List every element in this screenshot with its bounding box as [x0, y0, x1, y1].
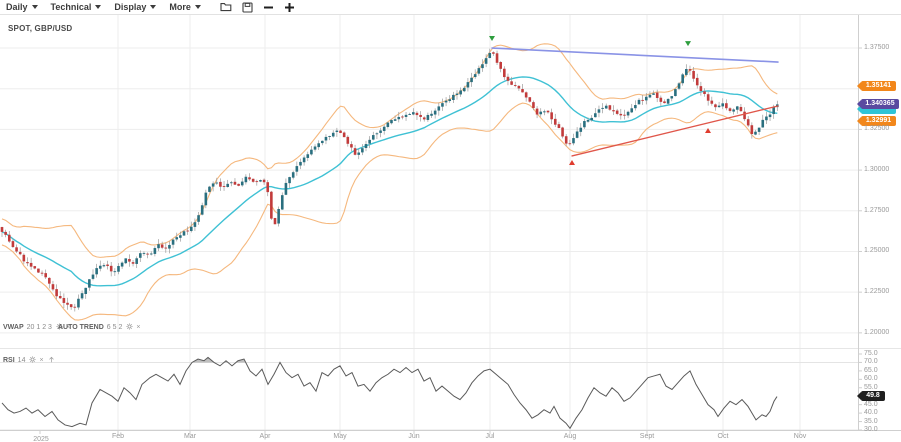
- close-icon[interactable]: ×: [136, 324, 141, 331]
- auto-trend-name: AUTO TREND: [58, 324, 104, 331]
- chevron-down-icon: [31, 5, 38, 9]
- vwap-name: VWAP: [3, 324, 24, 331]
- open-folder-icon[interactable]: [220, 1, 233, 13]
- rsi-indicator-label: RSI 14 ×: [3, 356, 55, 364]
- chevron-down-icon: [95, 5, 102, 9]
- menu-technical-label: Technical: [50, 2, 92, 12]
- toolbar: Daily Technical Display More: [0, 0, 901, 15]
- save-icon[interactable]: [241, 1, 254, 13]
- rsi-params: 14: [17, 357, 26, 364]
- zoom-in-icon[interactable]: [283, 1, 296, 13]
- menu-daily-label: Daily: [6, 2, 28, 12]
- vwap-indicator-label: VWAP 20 1 2 3 ×: [3, 323, 70, 331]
- gear-icon[interactable]: [56, 323, 63, 330]
- chevron-down-icon: [150, 5, 157, 9]
- zoom-out-icon[interactable]: [262, 1, 275, 13]
- move-pane-up-icon[interactable]: [48, 356, 55, 363]
- menu-technical[interactable]: Technical: [51, 2, 102, 12]
- menu-more[interactable]: More: [169, 2, 201, 12]
- menu-display-label: Display: [114, 2, 147, 12]
- close-icon[interactable]: ×: [39, 357, 44, 364]
- menu-more-label: More: [169, 2, 191, 12]
- auto-trend-params: 6 5 2: [106, 324, 123, 331]
- chevron-down-icon: [194, 5, 201, 9]
- menu-display[interactable]: Display: [114, 2, 157, 12]
- vwap-params: 20 1 2 3: [26, 324, 52, 331]
- auto-trend-indicator-label: AUTO TREND 6 5 2 ×: [58, 323, 140, 331]
- close-icon[interactable]: ×: [65, 324, 71, 331]
- menu-daily[interactable]: Daily: [6, 2, 38, 12]
- gear-icon[interactable]: [126, 323, 133, 330]
- rsi-name: RSI: [3, 357, 15, 364]
- gear-icon[interactable]: [29, 356, 37, 363]
